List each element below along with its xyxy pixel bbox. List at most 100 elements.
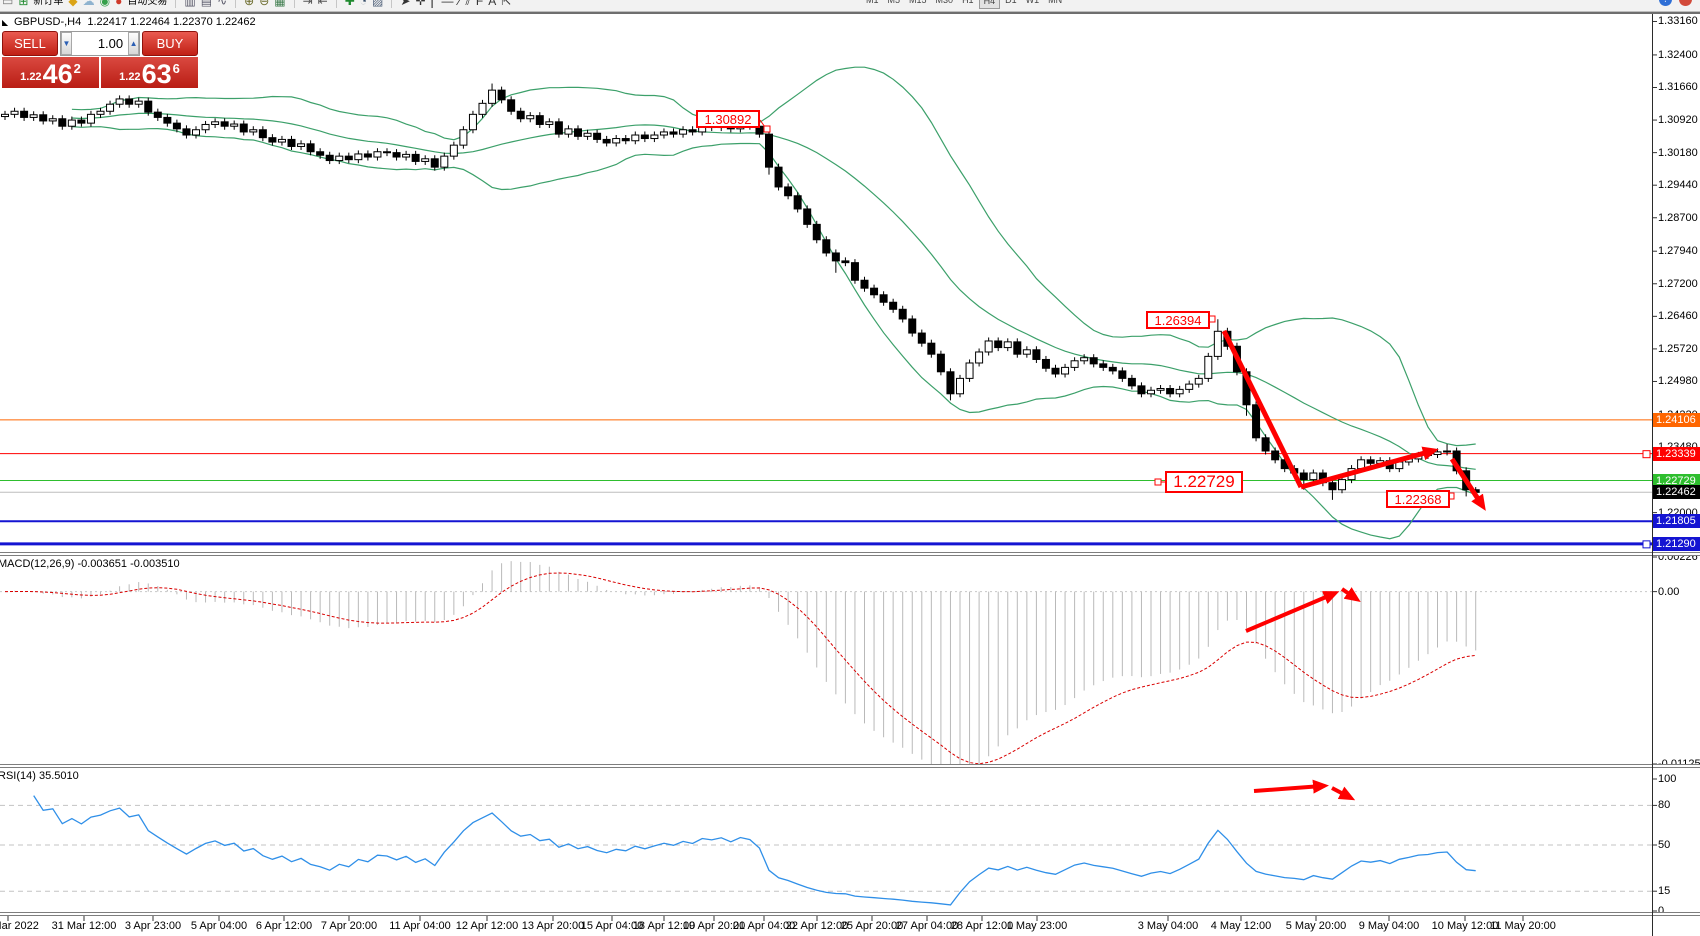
candle-chart-icon[interactable]: ▤ xyxy=(200,0,213,8)
chart-shift-icon[interactable]: ⇤ xyxy=(317,0,328,8)
price-axis-tick: 1.24980 xyxy=(1658,375,1698,388)
volume-increase-button[interactable]: ▲ xyxy=(128,32,139,55)
sell-button[interactable]: SELL xyxy=(2,31,58,56)
vline-icon[interactable]: ⎢ xyxy=(430,0,437,8)
sell-price-sup: 2 xyxy=(73,61,81,76)
templates-icon[interactable]: ▨ xyxy=(372,0,384,8)
arrows-icon[interactable]: ⇱ xyxy=(501,0,512,8)
volume-input[interactable] xyxy=(71,32,129,55)
macd-axis-tick: 0.00 xyxy=(1658,585,1680,598)
buy-price-big: 63 xyxy=(141,59,172,89)
zoom-out-icon[interactable]: ⊖ xyxy=(259,0,270,8)
timeframe-button-h4[interactable]: H4 xyxy=(978,0,1001,9)
time-axis-label: 18 Apr 12:00 xyxy=(632,920,696,932)
price-level-label: 1.23339 xyxy=(1653,446,1700,461)
zoom-in-icon[interactable]: ⊕ xyxy=(244,0,255,8)
time-axis-label: 4 May 12:00 xyxy=(1210,920,1272,932)
new-order-label[interactable]: 新订单 xyxy=(33,0,64,7)
rsi-axis-tick: 0 xyxy=(1658,905,1665,917)
price-axis-tick: 1.32400 xyxy=(1658,48,1698,61)
timeframe-button-h1[interactable]: H1 xyxy=(962,0,974,5)
tile-windows-icon[interactable]: ▦ xyxy=(274,0,286,8)
price-level-label: 1.21290 xyxy=(1653,536,1700,551)
price-annotation[interactable]: 1.22368 xyxy=(1386,490,1450,508)
toolbar-separator xyxy=(293,0,295,8)
price-annotation[interactable]: 1.30892 xyxy=(696,110,760,128)
time-axis-label: 27 Apr 04:00 xyxy=(895,920,959,932)
gold-icon[interactable]: ◆ xyxy=(68,0,78,8)
volume-decrease-button[interactable]: ▼ xyxy=(61,32,72,55)
timeframe-button-d1[interactable]: D1 xyxy=(1005,0,1017,5)
symbol-collapse-icon[interactable]: ◣ xyxy=(2,18,9,27)
time-axis-label: 15 Apr 04:00 xyxy=(580,920,644,932)
feedback-icon[interactable]: ❝ xyxy=(1679,0,1692,6)
price-axis-border xyxy=(1652,14,1653,936)
chart-window-border xyxy=(0,12,1700,14)
indicators-icon[interactable]: ✚ xyxy=(344,0,355,8)
window-icon[interactable]: ▭ xyxy=(2,0,14,8)
autotrade-icon[interactable]: ● xyxy=(115,0,123,8)
toolbar-separator xyxy=(391,0,393,8)
new-order-icon[interactable]: ⊞ xyxy=(18,0,29,8)
time-axis-label: 3 May 04:00 xyxy=(1137,920,1199,932)
price-axis-tick: 1.33160 xyxy=(1658,15,1698,28)
bar-chart-icon[interactable]: ▥ xyxy=(184,0,196,8)
main-macd-separator[interactable] xyxy=(0,552,1700,556)
buy-price-prefix: 1.22 xyxy=(119,71,141,83)
rsi-axis-tick: 80 xyxy=(1658,799,1671,812)
time-axis-label: 9 May 04:00 xyxy=(1358,920,1420,932)
price-axis-tick: 1.27940 xyxy=(1658,245,1698,258)
text-icon[interactable]: A xyxy=(488,0,497,8)
timeframe-button-m15[interactable]: M15 xyxy=(909,0,927,5)
time-axis-label: 11 Apr 04:00 xyxy=(389,920,451,932)
cursor-icon[interactable]: ➤ xyxy=(400,0,411,8)
price-axis-tick: 1.31660 xyxy=(1658,81,1698,94)
macd-rsi-separator[interactable] xyxy=(0,764,1700,768)
time-axis-label: 11 May 20:00 xyxy=(1490,920,1556,932)
sell-price-prefix: 1.22 xyxy=(20,71,42,83)
price-axis-tick: 1.29440 xyxy=(1658,179,1698,192)
rsi-indicator-label: RSI(14) 35.5010 xyxy=(0,770,79,782)
market-icon[interactable]: ◉ xyxy=(99,0,111,8)
rsi-axis-tick: 50 xyxy=(1658,839,1671,851)
time-axis-label: 6 Apr 12:00 xyxy=(255,920,313,932)
symbol-ohlc-label: GBPUSD-,H4 1.22417 1.22464 1.22370 1.224… xyxy=(14,16,256,28)
timeframe-button-w1[interactable]: W1 xyxy=(1025,0,1040,5)
periods-icon[interactable]: ◔ xyxy=(359,0,368,8)
time-axis-label: 22 Apr 12:00 xyxy=(785,920,849,932)
time-axis-label: 1 May 23:00 xyxy=(1006,920,1068,932)
cloud-icon[interactable]: ☁ xyxy=(82,0,95,8)
price-annotation[interactable]: 1.22729 xyxy=(1165,471,1243,493)
price-annotation[interactable]: 1.26394 xyxy=(1146,311,1210,329)
trendline-icon[interactable]: ∕ xyxy=(458,0,461,8)
autotrade-label[interactable]: 自动交易 xyxy=(127,0,168,7)
help-icon[interactable]: ? xyxy=(1659,0,1672,6)
price-axis-tick: 1.30920 xyxy=(1658,114,1698,127)
timeframe-button-mn[interactable]: MN xyxy=(1048,0,1063,5)
fibonacci-icon[interactable]: F xyxy=(475,0,484,8)
price-level-label: 1.24106 xyxy=(1653,412,1700,427)
price-level-label: 1.22729 xyxy=(1653,473,1700,488)
line-chart-icon[interactable]: ∿ xyxy=(217,0,228,8)
time-axis-label: 5 May 20:00 xyxy=(1285,920,1347,932)
time-axis-label: 21 Apr 04:00 xyxy=(732,920,796,932)
timeframe-button-m30[interactable]: M30 xyxy=(935,0,954,5)
crosshair-icon[interactable]: ✛ xyxy=(415,0,426,8)
price-level-label: 1.22462 xyxy=(1653,485,1700,500)
buy-button[interactable]: BUY xyxy=(142,31,198,56)
price-level-label: 1.21805 xyxy=(1653,514,1700,529)
timeframe-button-m1[interactable]: M1 xyxy=(866,0,879,5)
auto-scroll-icon[interactable]: ⇥ xyxy=(302,0,313,8)
channel-icon[interactable]: ⫽ xyxy=(465,0,471,8)
timeframe-toolbar: M1 M5 M15 M30 H1 H4 D1 W1 MN xyxy=(862,0,1066,9)
sell-price-big: 46 xyxy=(42,59,73,89)
price-axis-tick: 1.28700 xyxy=(1658,211,1698,224)
sell-price-display[interactable]: 1.22 46 2 xyxy=(2,57,99,88)
timeframe-button-m5[interactable]: M5 xyxy=(887,0,901,5)
price-axis-tick: 1.26460 xyxy=(1658,310,1698,323)
hline-icon[interactable]: — xyxy=(441,0,454,8)
buy-price-display[interactable]: 1.22 63 6 xyxy=(101,57,198,88)
time-axis-label: 28 Apr 12:00 xyxy=(950,920,1014,932)
